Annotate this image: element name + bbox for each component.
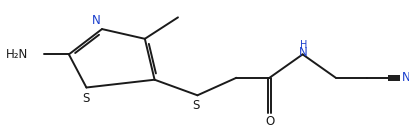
Text: O: O	[264, 115, 274, 128]
Text: N: N	[401, 71, 409, 84]
Text: S: S	[191, 99, 199, 112]
Text: S: S	[83, 92, 90, 105]
Text: N: N	[92, 14, 100, 27]
Text: H: H	[299, 40, 307, 50]
Text: N: N	[299, 46, 307, 59]
Text: H₂N: H₂N	[6, 48, 28, 61]
